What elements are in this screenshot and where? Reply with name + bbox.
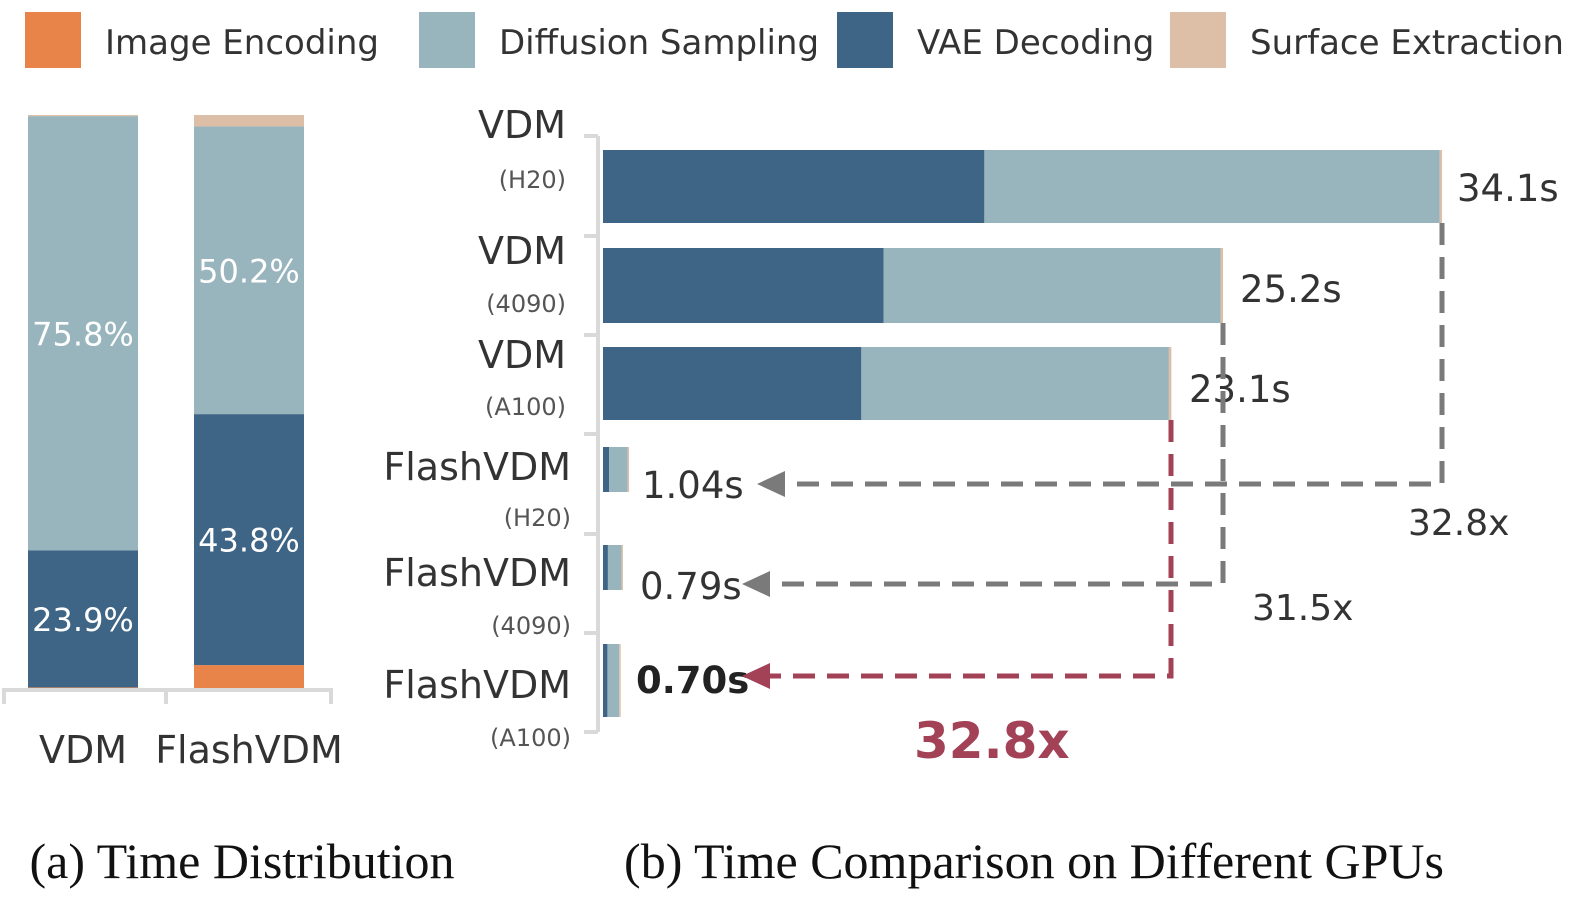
value-label-flashvdm-h20: 1.04s [642,464,744,507]
bar-vdm-a100-diffusion-sampling [861,347,1169,420]
bar-vdm-a100-surface-extraction [1168,347,1172,420]
bar-flashvdm-h20-surface-extraction [627,447,630,492]
bar-flashvdm-4090-diffusion-sampling [607,545,622,590]
y-label-gpu-vdm-h20: (H20) [499,166,566,194]
value-label-flashvdm-a100: 0.70s [636,659,749,702]
y-label-gpu-flashvdm-a100: (A100) [490,724,571,752]
bar-vdm-h20-diffusion-sampling [984,150,1440,223]
bar-label-flashvdm-diffusion-sampling: 50.2% [198,252,300,290]
legend-label-surface-extraction: Surface Extraction [1250,23,1564,63]
legend: Image Encoding Diffusion Sampling VAE Deco… [25,12,1564,68]
y-label-model-vdm-a100: VDM [478,333,566,377]
y-label-model-vdm-h20: VDM [478,103,566,147]
bar-flashvdm-image-encoding [194,665,304,688]
value-label-vdm-a100: 23.1s [1189,368,1291,411]
legend-swatch-image-encoding [25,12,81,68]
bar-flashvdm-4090-vae-decoding [603,545,608,590]
bar-vdm-a100-vae-decoding [603,347,862,420]
value-label-flashvdm-4090: 0.79s [640,565,742,608]
speedup-arrowhead-0 [757,471,785,497]
x-tick-label-vdm: VDM [39,728,127,772]
value-label-vdm-h20: 34.1s [1457,167,1559,210]
bar-flashvdm-h20-vae-decoding [603,447,610,492]
bar-vdm-4090-diffusion-sampling [883,248,1221,323]
legend-swatch-vae-decoding [837,12,893,68]
x-tick-label-flashvdm: FlashVDM [155,728,343,772]
bar-vdm-surface-extraction [28,115,138,117]
bar-vdm-h20-surface-extraction [1439,150,1442,223]
speedup-label-0: 32.8x [1408,503,1509,544]
speedup-label-2: 32.8x [914,712,1070,770]
legend-label-vae-decoding: VAE Decoding [917,23,1154,63]
y-label-gpu-flashvdm-h20: (H20) [504,504,571,532]
bar-flashvdm-4090-surface-extraction [621,545,623,590]
bar-vdm-h20-vae-decoding [603,150,985,223]
y-label-gpu-vdm-4090: (4090) [486,290,566,318]
value-label-vdm-4090: 25.2s [1240,268,1342,311]
legend-label-diffusion-sampling: Diffusion Sampling [499,23,819,63]
y-label-gpu-flashvdm-4090: (4090) [491,612,571,640]
time-comparison-chart: VDM (H20) 34.1s VDM (4090) 25.2s VDM (A100) 23.1… [383,103,1558,770]
bar-flashvdm-a100-vae-decoding [603,644,608,717]
y-label-model-flashvdm-h20: FlashVDM [383,445,571,489]
bar-vdm-diffusion-sampling [28,116,138,551]
bar-flashvdm-surface-extraction [194,115,304,127]
caption-a: (a) Time Distribution [29,833,454,889]
legend-label-image-encoding: Image Encoding [105,23,379,63]
bar-label-vdm-vae-decoding: 23.9% [32,601,134,639]
speedup-arrow-line-2 [766,420,1174,679]
bar-label-vdm-diffusion-sampling: 75.8% [32,315,134,353]
bar-flashvdm-h20-diffusion-sampling [609,447,628,492]
legend-swatch-diffusion-sampling [419,12,475,68]
legend-swatch-surface-extraction [1170,12,1226,68]
bar-vdm-image-encoding [28,687,138,688]
bar-flashvdm-a100-diffusion-sampling [607,644,620,717]
bar-label-flashvdm-vae-decoding: 43.8% [198,522,300,560]
time-distribution-chart: 23.9% 75.8% VDM 43.8% 50.2% FlashVDM [2,115,343,772]
speedup-label-1: 31.5x [1252,588,1353,629]
y-label-model-flashvdm-4090: FlashVDM [383,551,571,595]
y-label-model-flashvdm-a100: FlashVDM [383,663,571,707]
speedup-arrow-line-1 [766,323,1226,587]
bar-flashvdm-diffusion-sampling [194,126,304,415]
bar-vdm-vae-decoding [28,550,138,688]
speedup-arrow-line-0 [781,223,1445,487]
bar-flashvdm-a100-surface-extraction [619,644,621,717]
speedup-arrowhead-1 [742,571,770,597]
caption-b: (b) Time Comparison on Different GPUs [624,833,1444,889]
bar-flashvdm-vae-decoding [194,414,304,666]
bar-vdm-4090-vae-decoding [603,248,884,323]
y-label-gpu-vdm-a100: (A100) [485,393,566,421]
y-label-model-vdm-4090: VDM [478,229,566,273]
bar-vdm-4090-surface-extraction [1220,248,1224,323]
speedup-arrowhead-2 [742,663,770,689]
